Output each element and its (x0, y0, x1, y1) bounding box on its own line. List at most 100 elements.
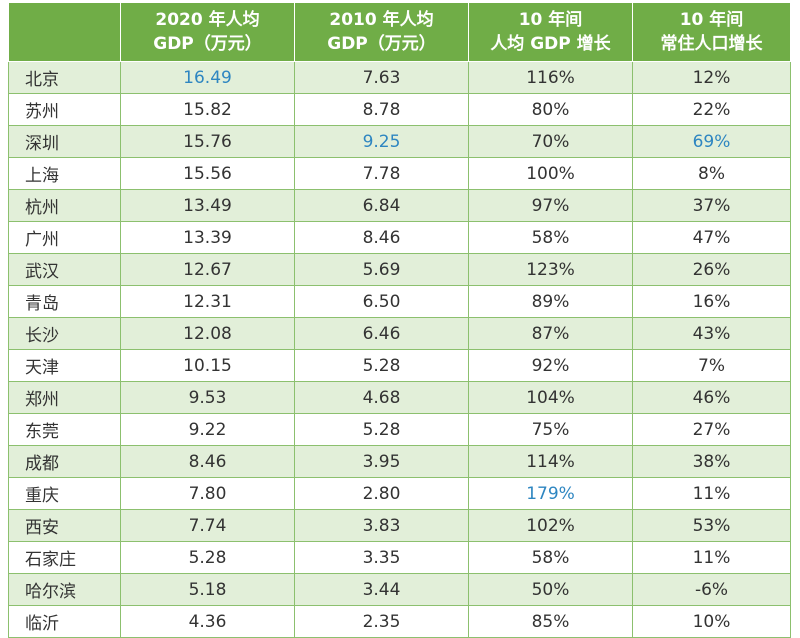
value-cell-gdp-growth: 102% (468, 509, 633, 542)
value-cell-gdp-growth: 80% (468, 93, 633, 126)
value-cell-pop-growth: 16% (632, 285, 791, 318)
value-cell-gdp2020: 9.53 (120, 381, 295, 414)
value-cell-gdp2020: 13.39 (120, 221, 295, 254)
column-header: 2020 年人均 GDP（万元） (120, 2, 295, 62)
city-gdp-table: 2020 年人均 GDP（万元） 2010 年人均 GDP（万元） 10 年间 人均 GD… (8, 2, 791, 638)
value-cell-gdp-growth: 89% (468, 285, 633, 318)
city-cell: 苏州 (8, 93, 121, 126)
value-cell-gdp-growth: 85% (468, 605, 633, 638)
value-cell-gdp2010: 8.78 (294, 93, 469, 126)
value-cell-pop-growth: 12% (632, 61, 791, 94)
value-cell-pop-growth: 46% (632, 381, 791, 414)
value-cell-gdp-growth: 87% (468, 317, 633, 350)
city-cell: 临沂 (8, 605, 121, 638)
city-cell: 哈尔滨 (8, 573, 121, 606)
table-row: 深圳 15.76 9.25 70% 69% (8, 125, 791, 158)
value-cell-gdp-growth: 58% (468, 541, 633, 574)
value-cell-gdp2010: 2.35 (294, 605, 469, 638)
value-cell-gdp-growth: 104% (468, 381, 633, 414)
city-cell: 北京 (8, 61, 121, 94)
value-cell-gdp2020: 12.08 (120, 317, 295, 350)
column-header: 2010 年人均 GDP（万元） (294, 2, 469, 62)
city-cell: 郑州 (8, 381, 121, 414)
city-cell: 深圳 (8, 125, 121, 158)
city-cell: 重庆 (8, 477, 121, 510)
value-cell-gdp2010: 7.78 (294, 157, 469, 190)
value-cell-gdp2020: 9.22 (120, 413, 295, 446)
value-cell-gdp2020: 10.15 (120, 349, 295, 382)
value-cell-gdp2020: 15.56 (120, 157, 295, 190)
value-cell-gdp-growth: 100% (468, 157, 633, 190)
value-cell-gdp2010: 5.69 (294, 253, 469, 286)
value-cell-pop-growth: 11% (632, 477, 791, 510)
table-body: 北京 16.49 7.63 116% 12% 苏州 15.82 8.78 80% 22% 深圳 15.… (8, 61, 791, 638)
column-header: 10 年间 常住人口增长 (632, 2, 791, 62)
value-cell-gdp2020: 16.49 (120, 61, 295, 94)
table-row: 广州 13.39 8.46 58% 47% (8, 221, 791, 254)
table-row: 西安 7.74 3.83 102% 53% (8, 509, 791, 542)
table-row: 苏州 15.82 8.78 80% 22% (8, 93, 791, 126)
value-cell-pop-growth: 43% (632, 317, 791, 350)
city-cell: 武汉 (8, 253, 121, 286)
column-header (8, 2, 121, 62)
value-cell-gdp-growth: 123% (468, 253, 633, 286)
value-cell-pop-growth: 38% (632, 445, 791, 478)
city-cell: 上海 (8, 157, 121, 190)
value-cell-pop-growth: 47% (632, 221, 791, 254)
value-cell-gdp2020: 4.36 (120, 605, 295, 638)
value-cell-pop-growth: 11% (632, 541, 791, 574)
value-cell-gdp2020: 7.80 (120, 477, 295, 510)
value-cell-gdp2020: 12.31 (120, 285, 295, 318)
value-cell-gdp-growth: 92% (468, 349, 633, 382)
value-cell-gdp2010: 3.95 (294, 445, 469, 478)
value-cell-gdp-growth: 97% (468, 189, 633, 222)
city-cell: 天津 (8, 349, 121, 382)
table-container: 2020 年人均 GDP（万元） 2010 年人均 GDP（万元） 10 年间 人均 GD… (8, 2, 791, 638)
value-cell-pop-growth: 26% (632, 253, 791, 286)
city-cell: 杭州 (8, 189, 121, 222)
table-row: 成都 8.46 3.95 114% 38% (8, 445, 791, 478)
table-row: 东莞 9.22 5.28 75% 27% (8, 413, 791, 446)
value-cell-gdp-growth: 179% (468, 477, 633, 510)
city-cell: 东莞 (8, 413, 121, 446)
table-row: 青岛 12.31 6.50 89% 16% (8, 285, 791, 318)
value-cell-pop-growth: 22% (632, 93, 791, 126)
city-cell: 青岛 (8, 285, 121, 318)
value-cell-gdp2020: 5.18 (120, 573, 295, 606)
value-cell-gdp2020: 15.76 (120, 125, 295, 158)
table-row: 武汉 12.67 5.69 123% 26% (8, 253, 791, 286)
table-row: 北京 16.49 7.63 116% 12% (8, 61, 791, 94)
city-cell: 石家庄 (8, 541, 121, 574)
value-cell-pop-growth: 8% (632, 157, 791, 190)
value-cell-gdp2010: 5.28 (294, 413, 469, 446)
city-cell: 成都 (8, 445, 121, 478)
value-cell-gdp2020: 8.46 (120, 445, 295, 478)
value-cell-gdp2010: 9.25 (294, 125, 469, 158)
value-cell-pop-growth: 69% (632, 125, 791, 158)
city-cell: 西安 (8, 509, 121, 542)
value-cell-gdp2010: 3.83 (294, 509, 469, 542)
table-row: 石家庄 5.28 3.35 58% 11% (8, 541, 791, 574)
value-cell-gdp2010: 3.35 (294, 541, 469, 574)
value-cell-pop-growth: 37% (632, 189, 791, 222)
city-cell: 广州 (8, 221, 121, 254)
value-cell-gdp2010: 7.63 (294, 61, 469, 94)
table-row: 郑州 9.53 4.68 104% 46% (8, 381, 791, 414)
value-cell-pop-growth: 10% (632, 605, 791, 638)
table-row: 重庆 7.80 2.80 179% 11% (8, 477, 791, 510)
table-row: 杭州 13.49 6.84 97% 37% (8, 189, 791, 222)
value-cell-gdp-growth: 50% (468, 573, 633, 606)
table-row: 天津 10.15 5.28 92% 7% (8, 349, 791, 382)
value-cell-gdp2020: 5.28 (120, 541, 295, 574)
value-cell-gdp-growth: 70% (468, 125, 633, 158)
value-cell-gdp2010: 8.46 (294, 221, 469, 254)
value-cell-pop-growth: 53% (632, 509, 791, 542)
table-row: 哈尔滨 5.18 3.44 50% -6% (8, 573, 791, 606)
value-cell-gdp2010: 6.84 (294, 189, 469, 222)
table-row: 临沂 4.36 2.35 85% 10% (8, 605, 791, 638)
value-cell-gdp2010: 3.44 (294, 573, 469, 606)
value-cell-gdp2010: 6.46 (294, 317, 469, 350)
table-row: 上海 15.56 7.78 100% 8% (8, 157, 791, 190)
value-cell-gdp-growth: 114% (468, 445, 633, 478)
value-cell-gdp2020: 13.49 (120, 189, 295, 222)
